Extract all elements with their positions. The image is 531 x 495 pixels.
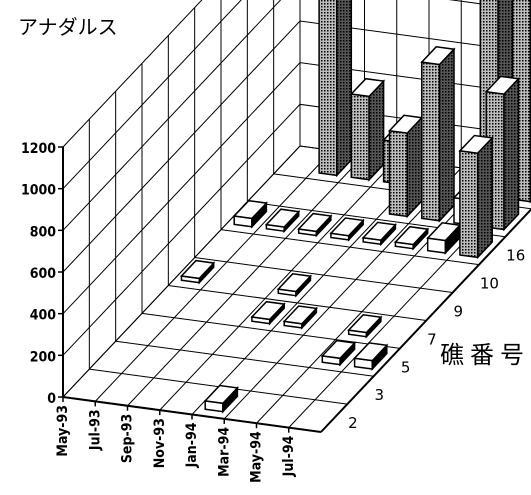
floor-line-z [220,229,480,266]
bar-side [368,79,385,182]
floor-line-x [62,145,301,398]
z-tick-label: 7 [427,330,437,348]
x-tick-label: Jan-94 [184,422,200,468]
floor-line-z [194,257,453,294]
bar-front [459,149,479,259]
y-tick-label: 400 [30,308,57,324]
y-tick-label: 800 [30,224,57,240]
bar [387,114,424,219]
y-tick-label: 1200 [21,141,56,157]
chart-title: アナダルス [18,15,118,39]
bar-front [318,0,338,177]
floor-line-z [168,284,427,321]
z-tick-label: 5 [401,358,411,376]
bar [458,134,494,260]
frame-edge [320,208,531,433]
bar [203,384,239,414]
bar [297,212,333,238]
bar-side [476,136,493,260]
bar-top [297,212,333,233]
z-tick-label: 9 [454,303,464,321]
bar-top [353,342,389,362]
bar-top [276,273,313,293]
floor-line-x [127,154,365,407]
floor-line-z [115,340,374,377]
bar-front [388,129,409,218]
bar-top [484,75,521,95]
x-tick-label: Sep-93 [120,414,136,463]
bar [179,259,216,285]
bar [353,342,389,371]
bar-top [349,77,386,98]
bar-top [347,314,383,334]
y-tick-label: 200 [30,349,57,365]
x-tick-label: Nov-93 [152,418,168,468]
bar-top [458,134,494,154]
bar [347,314,383,339]
bar-top [264,208,301,228]
bar-top [179,259,216,280]
z-axis-label: 礁番号 [440,341,530,369]
z-axis-ticks: 2357910161914 [348,247,525,432]
x-axis-ticks: May-93 Jul-93 Sep-93 Nov-93 Jan-94 Mar-94 May-… [55,397,297,483]
bar-top [203,384,239,405]
bar-top [329,217,365,237]
z-tick-label: 10 [480,275,499,293]
chart-bars [179,0,531,414]
bar-top [393,225,430,246]
y-tick-label: 1000 [21,183,56,199]
bar-top [420,46,456,66]
z-tick-label: 16 [506,247,525,265]
bar-side [406,115,423,219]
y-axis-ticks: 0 200 400 600 800 1000 1200 [21,141,63,407]
bar-side [503,76,520,232]
z-tick-label: 3 [375,386,385,404]
bar-top [361,221,397,241]
bar-top [250,300,286,321]
x-tick-label: May-93 [55,405,71,457]
x-tick-label: Mar-94 [216,427,232,477]
bar [420,46,456,223]
bar [361,221,397,247]
x-tick-label: May-94 [249,431,265,483]
bar [320,339,357,367]
bar [318,0,353,178]
floor-line-z [141,312,401,349]
bar-top [282,305,318,325]
floor-line-x [94,150,333,402]
bar-top [232,199,268,220]
bar-side [336,0,353,178]
x-tick-label: Jul-94 [281,435,297,477]
floor-line-x [159,158,398,411]
y-tick-label: 0 [47,391,56,407]
bar [276,273,313,298]
x-tick-label: Jul-93 [87,409,103,451]
bar-front [350,93,370,181]
bar-top [320,339,357,360]
z-tick-label: 2 [348,414,358,432]
y-tick-label: 600 [30,266,57,282]
bar [250,300,286,326]
bar [232,199,268,229]
bar [264,208,301,234]
bar [329,217,365,242]
bar [349,77,386,182]
bar [282,305,318,330]
bar [393,225,430,251]
bar-front [421,61,441,222]
bar-side [438,47,455,223]
